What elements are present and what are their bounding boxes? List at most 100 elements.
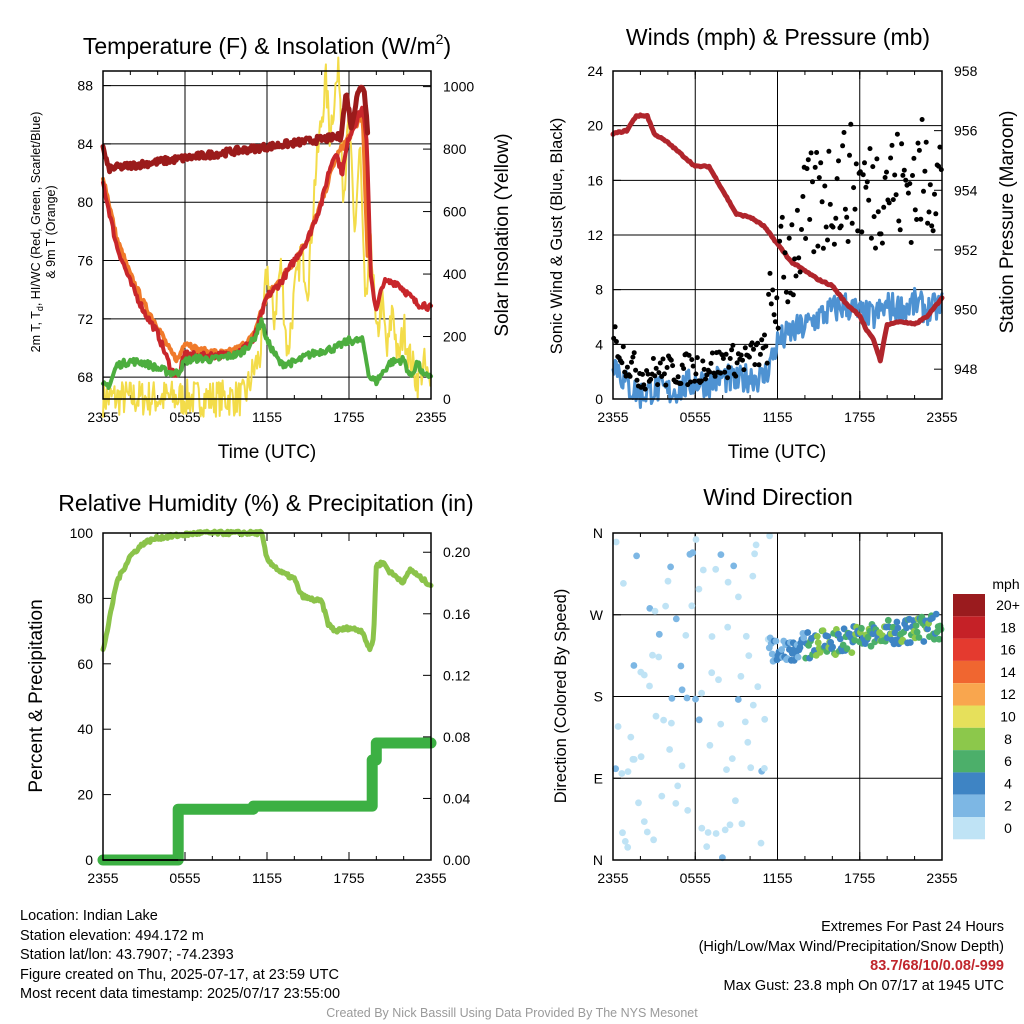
temperature-chart: 2355 0555 1155 1755 235568727680848802004006… bbox=[77, 56, 474, 425]
gust-dot bbox=[886, 200, 892, 206]
direction-dot bbox=[698, 689, 705, 697]
colorbar-label: 12 bbox=[1000, 686, 1016, 702]
direction-dot bbox=[724, 578, 732, 586]
gust-dot bbox=[755, 340, 761, 346]
gust-dot bbox=[853, 161, 859, 167]
plot-border bbox=[102, 70, 432, 400]
x-tick-label: 2355 bbox=[415, 870, 446, 886]
gust-dot bbox=[847, 152, 852, 158]
gust-dot bbox=[756, 362, 762, 368]
y-tick-label: 60 bbox=[77, 656, 93, 672]
gust-dot bbox=[789, 222, 795, 228]
gust-dot bbox=[722, 369, 728, 375]
gust-dot bbox=[689, 357, 695, 363]
direction-dot bbox=[640, 671, 648, 679]
gust-dot bbox=[767, 270, 773, 276]
gust-dot bbox=[620, 344, 626, 350]
direction-dot bbox=[814, 639, 822, 647]
gust-dot bbox=[822, 183, 828, 189]
series-line bbox=[102, 56, 432, 418]
gust-dot bbox=[708, 360, 714, 366]
direction-dot bbox=[692, 536, 700, 543]
winds-ylabel-left: Sonic Wind & Gust (Blue, Black) bbox=[548, 118, 566, 355]
gust-dot bbox=[889, 142, 895, 148]
direction-dot bbox=[635, 799, 642, 807]
pressure-line bbox=[610, 112, 945, 364]
direction-dot bbox=[867, 642, 875, 650]
x-tick-label: 0555 bbox=[680, 870, 711, 886]
y-tick-label: 88 bbox=[77, 78, 93, 94]
gust-dot bbox=[926, 209, 932, 215]
x-tick-label: 2355 bbox=[415, 409, 446, 425]
gust-dot bbox=[892, 172, 898, 178]
gust-dot bbox=[633, 367, 639, 373]
colorbar-swatch bbox=[953, 817, 985, 840]
gust-dot bbox=[937, 144, 943, 150]
gust-dot bbox=[629, 359, 634, 365]
gust-dot bbox=[933, 211, 939, 217]
x-tick-label: 0555 bbox=[169, 870, 200, 886]
gust-dot bbox=[653, 365, 659, 371]
gust-dot bbox=[686, 352, 692, 358]
direction-dot bbox=[699, 566, 707, 574]
colorbar-swatch bbox=[953, 616, 985, 639]
gust-dot bbox=[905, 190, 911, 196]
humidity-ylabel-left: Percent & Precipitation bbox=[26, 599, 47, 792]
direction-dot bbox=[682, 632, 690, 639]
direction-dot bbox=[649, 651, 656, 659]
gust-dot bbox=[845, 239, 851, 244]
direction-dot bbox=[761, 715, 769, 723]
direction-dot bbox=[894, 624, 902, 632]
gust-dot bbox=[823, 224, 829, 230]
gust-dot bbox=[897, 227, 903, 233]
gust-dot bbox=[619, 360, 625, 366]
colorbar-label: 14 bbox=[1000, 664, 1016, 680]
gust-dot bbox=[849, 220, 855, 226]
y2-tick-label: 600 bbox=[443, 204, 467, 220]
gust-dot bbox=[775, 325, 781, 331]
gust-dot bbox=[694, 355, 700, 361]
direction-dot bbox=[704, 829, 712, 836]
direction-dot bbox=[813, 633, 821, 640]
gust-dot bbox=[867, 146, 873, 152]
gust-dot bbox=[901, 167, 907, 173]
gust-dot bbox=[650, 356, 656, 361]
direction-dot bbox=[754, 683, 762, 691]
direction-dot bbox=[924, 625, 931, 633]
direction-dot bbox=[752, 541, 760, 549]
gust-dot bbox=[725, 375, 730, 381]
y2-tick-label: 0.04 bbox=[443, 790, 470, 806]
gust-dot bbox=[718, 370, 724, 376]
direction-ylabel-left: Direction (Colored By Speed) bbox=[552, 589, 570, 804]
gust-dot bbox=[805, 157, 811, 163]
direction-dot bbox=[655, 630, 663, 638]
gust-dot bbox=[688, 379, 693, 385]
precipitation-line bbox=[97, 737, 437, 866]
gust-dot bbox=[612, 324, 618, 330]
colorbar-label: 20+ bbox=[996, 597, 1020, 613]
direction-dot bbox=[891, 629, 899, 637]
x-tick-label: 1155 bbox=[762, 870, 792, 886]
y2-tick-label: 0.08 bbox=[443, 729, 470, 745]
gust-dot bbox=[622, 369, 628, 375]
gust-dot bbox=[678, 381, 684, 386]
direction-dot bbox=[935, 635, 943, 643]
gust-dot bbox=[729, 347, 735, 353]
direction-dot bbox=[664, 577, 672, 585]
gust-dot bbox=[701, 366, 707, 372]
direction-dot bbox=[712, 565, 720, 573]
gust-dot bbox=[681, 366, 687, 371]
gust-dot bbox=[836, 158, 841, 164]
direction-dot bbox=[652, 712, 660, 720]
colorbar-swatch bbox=[953, 750, 985, 773]
direction-dot bbox=[627, 733, 635, 741]
gust-dot bbox=[893, 192, 899, 198]
gust-dot bbox=[707, 369, 713, 375]
gust-dot bbox=[907, 181, 913, 187]
direction-dot bbox=[630, 662, 638, 669]
direction-dot bbox=[633, 552, 640, 560]
colorbar-label: 6 bbox=[1004, 753, 1012, 769]
direction-dot bbox=[724, 623, 732, 631]
station-info: Location: Indian Lake Station elevation:… bbox=[20, 907, 340, 1005]
gust-dot bbox=[631, 350, 637, 356]
